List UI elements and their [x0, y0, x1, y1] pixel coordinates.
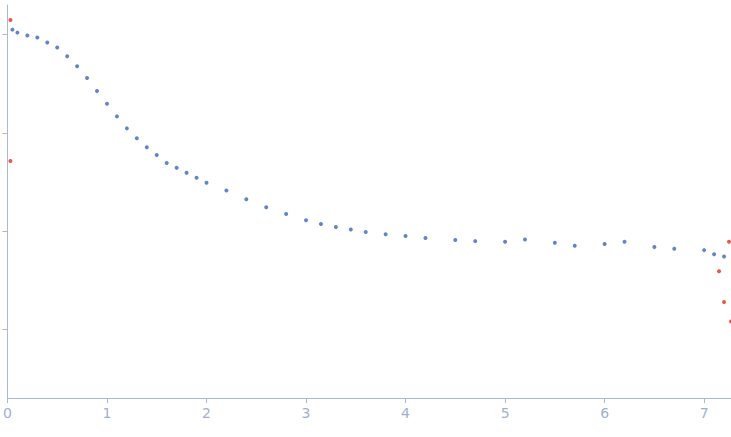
svg-text:0: 0 [3, 405, 12, 421]
svg-text:5: 5 [501, 405, 510, 421]
svg-text:3: 3 [302, 405, 311, 421]
svg-text:4: 4 [401, 405, 410, 421]
svg-text:2: 2 [202, 405, 211, 421]
svg-text:6: 6 [600, 405, 609, 421]
svg-text:7: 7 [700, 405, 709, 421]
svg-text:1: 1 [103, 405, 112, 421]
